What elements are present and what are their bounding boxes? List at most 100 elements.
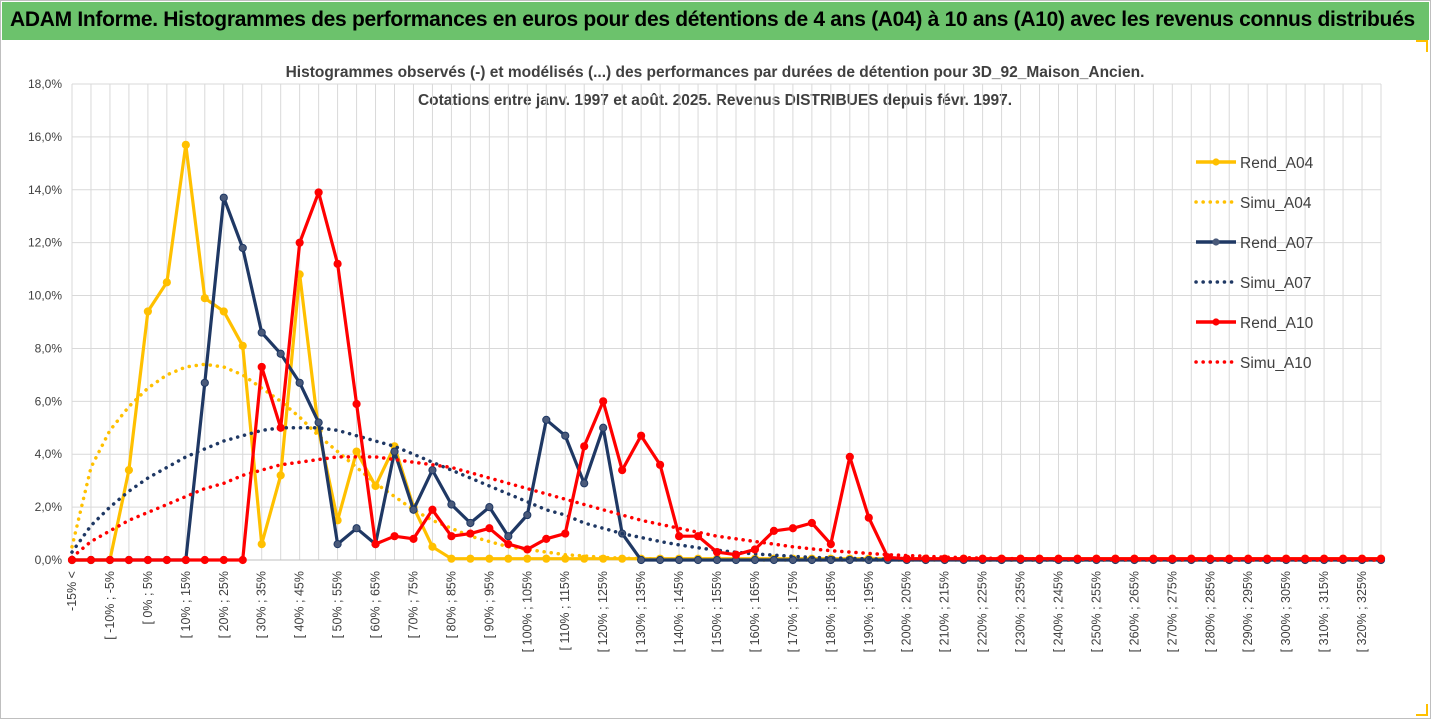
data-point (712, 555, 722, 565)
y-tick-label: 12,0% (28, 236, 62, 250)
data-point (788, 555, 797, 565)
data-point (219, 555, 228, 565)
data-point (257, 362, 266, 372)
series-rend-a04 (67, 140, 1386, 565)
data-point (390, 532, 399, 541)
x-tick-label: [ 160% ; 165% (748, 571, 762, 652)
y-tick-label: 18,0% (28, 77, 62, 91)
x-tick-label: [ 240% ; 245% (1051, 571, 1065, 652)
data-point (485, 524, 494, 533)
data-point (485, 503, 494, 512)
data-point (523, 554, 532, 563)
series-line (72, 196, 1381, 562)
resize-handle-bottom-right[interactable] (1416, 704, 1428, 716)
legend-item-simu-a07: Simu_A07 (1194, 275, 1312, 292)
x-tick-label: [ 10% ; 15% (179, 571, 193, 638)
x-tick-label: [ 70% ; 75% (406, 571, 420, 638)
data-point (656, 555, 665, 565)
x-tick-label: [ 260% ; 265% (1127, 571, 1141, 652)
data-point (200, 378, 209, 387)
legend-label: Rend_A10 (1240, 315, 1314, 332)
data-point (219, 193, 228, 202)
data-point (561, 529, 570, 538)
data-point (580, 442, 589, 451)
data-point (674, 555, 684, 565)
resize-handle-top-right[interactable] (1416, 40, 1428, 52)
x-tick-label: [ 80% ; 85% (444, 571, 458, 638)
data-point (371, 540, 380, 549)
x-tick-label: [ 250% ; 255% (1089, 571, 1103, 652)
x-axis-ticks: -15% < [ -10% ; -5% [ 0% ; 5% [ 10% ; 15% [ … (65, 571, 1369, 652)
data-point (599, 397, 608, 406)
data-point (238, 243, 247, 253)
x-tick-label: [ 230% ; 235% (1014, 571, 1028, 652)
legend-marker (1212, 238, 1220, 246)
data-point (1376, 554, 1386, 563)
x-tick-label: [ 210% ; 215% (938, 571, 952, 652)
x-tick-label: [ 180% ; 185% (824, 571, 838, 652)
data-point (845, 452, 854, 461)
legend-item-simu-a04: Simu_A04 (1194, 195, 1312, 212)
data-point (504, 554, 513, 563)
legend-item-rend-a04: Rend_A04 (1196, 155, 1314, 172)
x-tick-label: [ 280% ; 285% (1203, 571, 1217, 652)
series-line (70, 455, 1383, 562)
data-point (447, 554, 456, 563)
data-point (333, 540, 342, 549)
data-point (466, 518, 475, 528)
data-point (466, 529, 475, 538)
data-point (807, 518, 816, 528)
data-point (769, 555, 779, 565)
series-line (72, 190, 1381, 562)
x-tick-label: [ 200% ; 205% (900, 571, 914, 652)
data-point (200, 294, 209, 303)
data-point (864, 513, 873, 522)
data-point (428, 542, 437, 551)
series-simu-a10 (70, 455, 1383, 562)
data-point (599, 423, 608, 432)
legend: Rend_A04 Simu_A04 Rend_A07 Simu_A07 Rend_A10… (1194, 155, 1314, 372)
data-point (257, 328, 266, 337)
y-tick-label: 2,0% (35, 500, 63, 514)
legend-item-rend-a07: Rend_A07 (1196, 235, 1313, 252)
data-point (883, 553, 892, 562)
legend-marker (1212, 318, 1220, 326)
x-tick-label: [ 270% ; 275% (1165, 571, 1179, 652)
data-point (542, 415, 551, 424)
data-point (750, 555, 760, 565)
data-point (314, 188, 323, 197)
data-point (504, 540, 513, 549)
data-point (276, 471, 285, 480)
data-point (352, 524, 361, 533)
x-tick-label: [ -10% ; -5% (103, 571, 117, 640)
data-point (352, 447, 361, 456)
data-point (580, 479, 589, 488)
data-point (542, 554, 551, 563)
y-tick-label: 0,0% (35, 553, 63, 567)
report-title: ADAM Informe. Histogrammes des performan… (10, 8, 1415, 31)
data-point (485, 554, 494, 563)
data-point (200, 555, 209, 565)
data-point (352, 399, 361, 409)
data-point (561, 431, 570, 440)
data-point (466, 554, 475, 563)
data-point (523, 545, 532, 554)
x-tick-label: [ 290% ; 295% (1241, 571, 1255, 652)
x-tick-label: [ 310% ; 315% (1317, 571, 1331, 652)
y-tick-label: 6,0% (35, 394, 63, 408)
legend-label: Simu_A07 (1240, 275, 1312, 292)
data-point (769, 526, 779, 536)
data-point (674, 532, 684, 541)
data-point (124, 555, 134, 565)
data-point (143, 555, 152, 565)
data-point (788, 524, 797, 533)
data-point (542, 534, 551, 543)
data-point (86, 555, 96, 565)
x-tick-label: [ 220% ; 225% (976, 571, 990, 652)
data-point (105, 555, 115, 565)
x-tick-label: [ 140% ; 145% (672, 571, 686, 652)
data-point (162, 278, 171, 287)
data-point (656, 460, 665, 469)
x-tick-label: [ 320% ; 325% (1355, 571, 1369, 652)
